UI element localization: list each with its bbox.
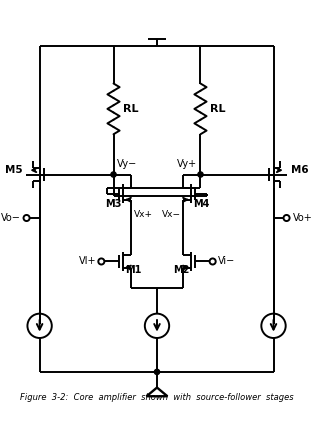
Text: VI+: VI+ xyxy=(79,256,96,266)
Circle shape xyxy=(111,172,116,177)
Text: M1: M1 xyxy=(125,265,141,275)
Text: Vy+: Vy+ xyxy=(177,159,197,169)
Text: Vy−: Vy− xyxy=(117,159,137,169)
Text: Vo−: Vo− xyxy=(1,213,20,223)
Text: RL: RL xyxy=(210,104,226,114)
Text: Vx−: Vx− xyxy=(162,210,181,219)
Text: Figure  3-2:  Core  amplifier  shown  with  source-follower  stages: Figure 3-2: Core amplifier shown with so… xyxy=(20,394,294,402)
Text: RL: RL xyxy=(123,104,139,114)
Text: Vo+: Vo+ xyxy=(293,213,312,223)
Circle shape xyxy=(198,172,203,177)
Text: M2: M2 xyxy=(173,265,189,275)
Text: M5: M5 xyxy=(5,165,22,175)
Text: M3: M3 xyxy=(105,199,121,209)
Text: Vx+: Vx+ xyxy=(134,210,152,219)
Text: M4: M4 xyxy=(192,199,209,209)
Circle shape xyxy=(154,369,160,375)
Text: Vi−: Vi− xyxy=(218,256,235,266)
Text: M6: M6 xyxy=(291,165,309,175)
